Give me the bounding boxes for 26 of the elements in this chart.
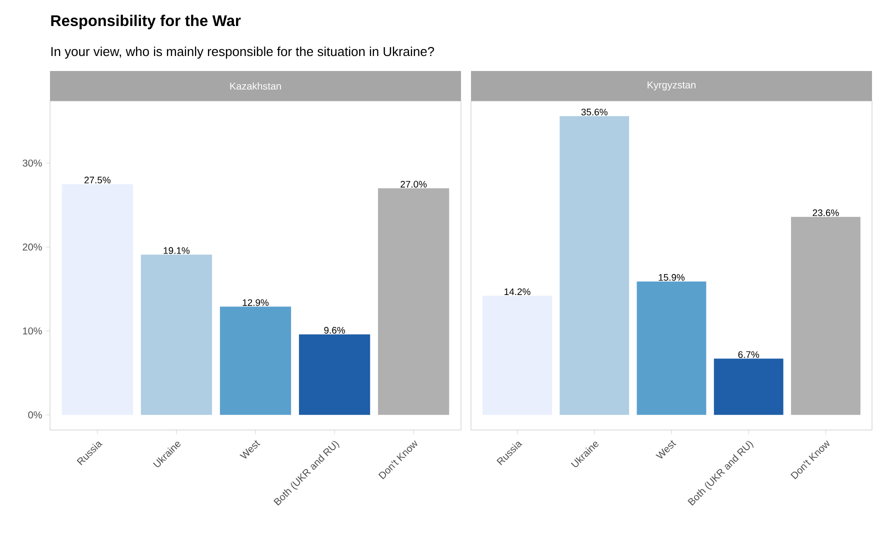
bar (636, 281, 706, 415)
data-label: 14.2% (504, 288, 530, 296)
data-label: 27.5% (84, 176, 110, 184)
data-label: 6.7% (738, 351, 760, 358)
data-label: 12.9% (242, 299, 269, 306)
y-tick-label: 0% (28, 411, 42, 418)
bar (298, 334, 370, 415)
y-tick-label: 10% (23, 327, 42, 334)
y-tick-label: 20% (22, 244, 42, 251)
bar (140, 254, 212, 415)
text: Kyrgyzstan (648, 82, 696, 90)
bar (378, 188, 450, 415)
data-label: 35.6% (581, 108, 608, 116)
bar (560, 116, 630, 415)
y-tick-label: 30% (22, 160, 42, 167)
data-label: 19.1% (164, 247, 190, 254)
data-label: 15.9% (658, 274, 685, 281)
text: Kazakhstan (230, 82, 281, 90)
chart-title: Responsibility for the War (51, 14, 241, 30)
bar (714, 358, 784, 415)
bar (791, 216, 860, 415)
data-label: 9.6% (324, 326, 345, 334)
chart-subtitle: In your view, who is mainly responsible for the situation in Ukraine? (51, 46, 434, 59)
data-label: 27.0% (400, 180, 427, 188)
bar (220, 306, 292, 415)
data-label: 23.6% (812, 209, 839, 216)
